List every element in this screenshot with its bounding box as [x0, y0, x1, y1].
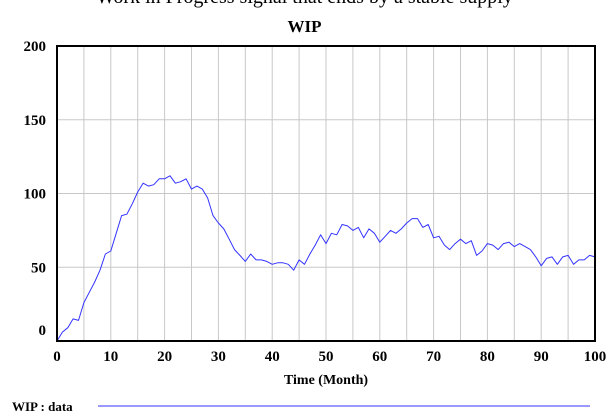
x-tick-label: 100 — [584, 349, 607, 365]
x-tick-label: 70 — [426, 349, 441, 365]
x-tick-label: 80 — [480, 349, 495, 365]
x-tick-label: 40 — [265, 349, 280, 365]
x-tick-label: 10 — [103, 349, 118, 365]
y-tick-label: 200 — [24, 39, 47, 55]
chart-title: WIP — [287, 17, 322, 36]
plot-frame — [56, 45, 596, 342]
series-layer — [56, 175, 596, 342]
tick-labels: 0 10 20 30 40 50 60 70 80 90 100 0 50 100 150 200 — [24, 39, 607, 365]
x-tick-label: 90 — [534, 349, 549, 365]
x-tick-label: 50 — [319, 349, 334, 365]
x-tick-label: 0 — [53, 349, 61, 365]
x-tick-label: 20 — [157, 349, 172, 365]
legend: WIP : data — [12, 399, 590, 412]
x-axis-label: Time (Month) — [284, 373, 368, 388]
wip-data-line — [56, 175, 596, 342]
cropped-page-text: Work in Progress signal that ends by a s… — [0, 0, 609, 9]
legend-label: WIP : data — [12, 399, 73, 412]
y-tick-label: 150 — [24, 113, 47, 129]
grid-lines — [57, 46, 595, 341]
y-tick-label: 0 — [39, 323, 47, 339]
y-tick-label: 50 — [31, 260, 46, 276]
x-tick-label: 30 — [211, 349, 226, 365]
y-tick-label: 100 — [24, 187, 47, 203]
x-tick-label: 60 — [372, 349, 387, 365]
